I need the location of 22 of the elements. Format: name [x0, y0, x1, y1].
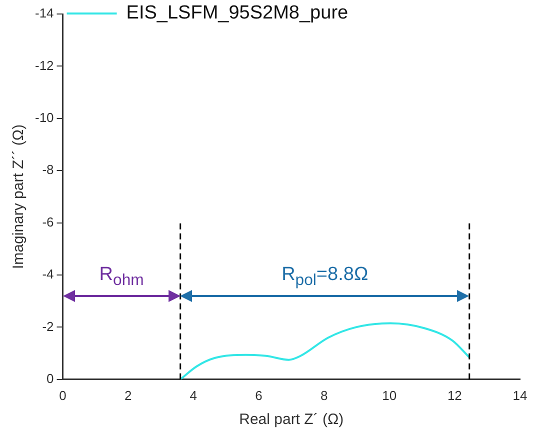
x-tick-label: 4 [190, 388, 198, 403]
annotation: R$_{pol}$=8.8Ω [282, 264, 368, 290]
x-tick-label: 14 [512, 388, 528, 403]
x-tick-label: 0 [59, 388, 66, 403]
legend-label: EIS_LSFM_95S2M8_pure [126, 2, 348, 24]
y-tick-label: -4 [42, 266, 54, 282]
x-tick-label: 12 [447, 388, 462, 403]
y-tick-label: -2 [42, 318, 54, 334]
line-series [179, 322, 470, 380]
x-axis-title: Real part Z´ (Ω) [239, 411, 344, 428]
x-tick-label: 10 [382, 388, 397, 403]
y-axis-title: Imaginary part Z´´ (Ω) [10, 124, 28, 269]
y-tick-label: -6 [42, 214, 54, 230]
annotation: R$_{ohm}$ [99, 264, 144, 290]
y-tick-label: -14 [34, 6, 54, 21]
x-tick-label: 6 [255, 388, 262, 403]
x-tick-label: 8 [320, 388, 328, 403]
y-tick-label: -10 [34, 110, 54, 125]
y-tick-label: -8 [42, 162, 54, 178]
y-tick-label: -12 [34, 58, 54, 73]
y-tick-label: 0 [46, 370, 54, 386]
x-tick-label: 2 [124, 388, 132, 403]
